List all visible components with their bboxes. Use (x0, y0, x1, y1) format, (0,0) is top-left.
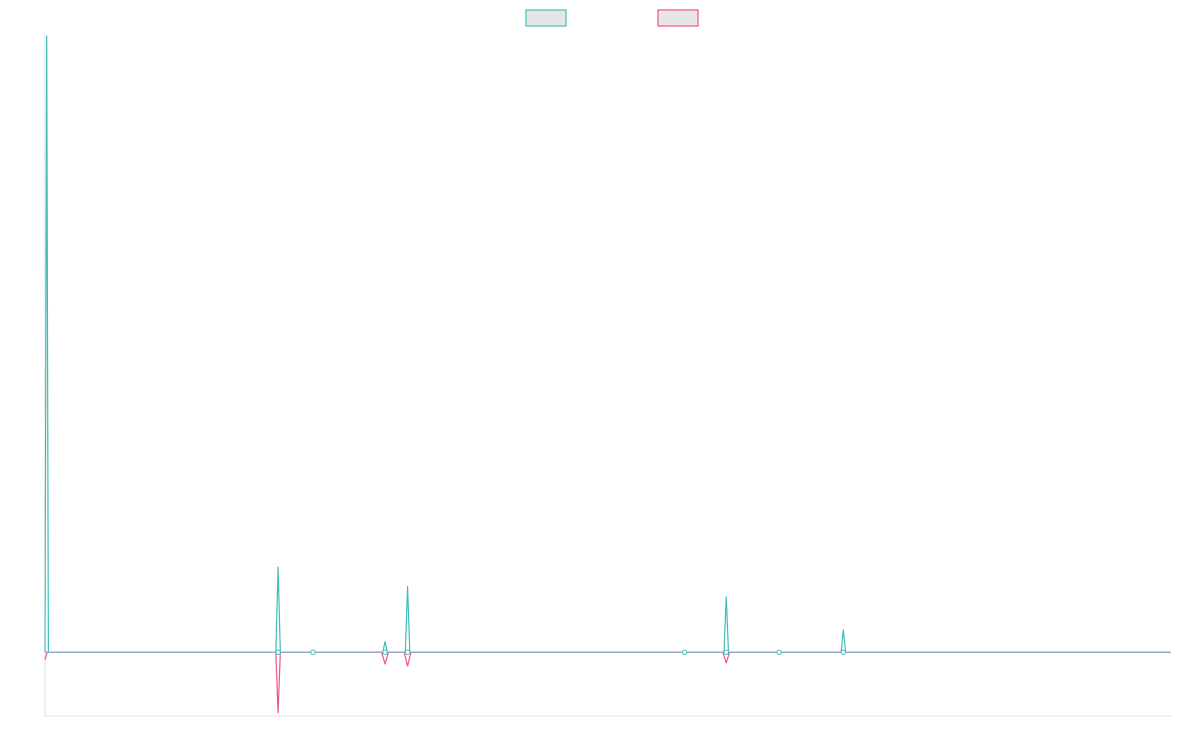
legend-swatch-2[interactable] (657, 9, 699, 27)
plot-area (44, 35, 1171, 717)
data-point-3[interactable] (382, 649, 388, 655)
data-point-1[interactable] (275, 649, 281, 655)
series-2-line (44, 651, 1171, 714)
data-point-2[interactable] (310, 649, 316, 655)
series-1-line (44, 35, 1171, 653)
data-point-4[interactable] (404, 649, 411, 655)
legend-item-2[interactable] (657, 9, 699, 27)
data-point-6[interactable] (723, 649, 729, 655)
data-point-5[interactable] (681, 649, 688, 655)
legend-item-1[interactable] (525, 9, 567, 27)
data-point-7[interactable] (776, 649, 782, 655)
data-point-8[interactable] (840, 649, 847, 655)
legend[interactable] (525, 9, 699, 27)
legend-swatch-1[interactable] (525, 9, 567, 27)
